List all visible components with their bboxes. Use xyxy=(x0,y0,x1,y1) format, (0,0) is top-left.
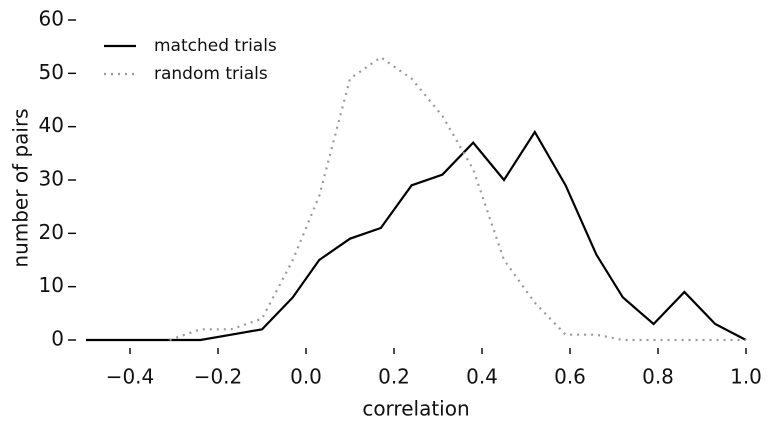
y-tick-label: 10 xyxy=(39,273,64,297)
x-tick-label: 0.8 xyxy=(642,365,674,389)
x-tick-label: 0.0 xyxy=(290,365,322,389)
x-tick-label: 0.6 xyxy=(554,365,586,389)
x-tick-label: −0.2 xyxy=(194,365,243,389)
y-tick-label: 60 xyxy=(39,7,64,31)
y-tick-label: 50 xyxy=(39,60,64,84)
y-tick-label: 40 xyxy=(39,113,64,137)
x-tick-label: −0.4 xyxy=(106,365,155,389)
y-tick-label: 30 xyxy=(39,167,64,191)
x-axis-label: correlation xyxy=(362,397,469,421)
data-line xyxy=(86,129,747,342)
x-tick-label: 1.0 xyxy=(730,365,762,389)
legend-label: matched trials xyxy=(154,36,277,56)
x-tick-label: 0.4 xyxy=(466,365,498,389)
data-line xyxy=(169,55,746,342)
y-axis-label: number of pairs xyxy=(9,108,33,267)
y-tick-label: 20 xyxy=(39,220,64,244)
x-tick-label: 0.2 xyxy=(378,365,410,389)
y-tick-label: 0 xyxy=(51,327,64,351)
legend-label: random trials xyxy=(154,64,268,84)
